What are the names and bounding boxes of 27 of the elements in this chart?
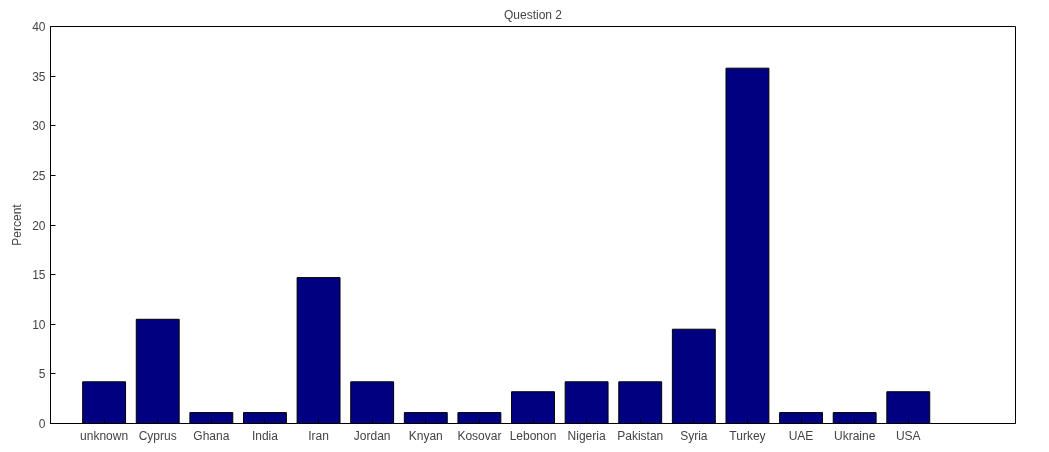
- y-tick-label: 35: [32, 69, 46, 84]
- chart-title: Question 2: [503, 7, 563, 22]
- x-tick-label: Ukraine: [833, 428, 876, 443]
- y-tick-label: 0: [38, 417, 46, 431]
- y-tick-label: 40: [32, 20, 46, 34]
- x-tick-label: Cyprus: [138, 428, 177, 443]
- y-axis-title: Percent: [10, 203, 25, 246]
- y-tick-label: 20: [32, 218, 46, 233]
- y-tick-label: 30: [32, 119, 46, 134]
- x-tick-label: Pakistan: [617, 428, 664, 443]
- x-tick-label: Ghana: [193, 428, 230, 443]
- y-tick-label: 15: [32, 268, 46, 283]
- x-tick-label: USA: [895, 428, 921, 443]
- x-tick-label: Kosovar: [457, 428, 502, 443]
- y-tick-label: 10: [32, 317, 46, 332]
- x-tick-label: Jordan: [353, 428, 391, 443]
- y-tick-label: 25: [32, 168, 46, 183]
- x-tick-label: Knyan: [408, 428, 443, 443]
- x-tick-label: Lebonon: [509, 428, 557, 443]
- x-tick-label: Turkey: [729, 428, 766, 443]
- x-tick-label: Nigeria: [567, 428, 606, 443]
- y-tick-label: 5: [38, 367, 46, 382]
- x-tick-label: India: [251, 428, 279, 443]
- x-tick-label: UAE: [788, 428, 814, 443]
- x-tick-label: Iran: [308, 428, 329, 443]
- x-tick-label: unknown: [80, 428, 129, 443]
- x-tick-label: Syria: [680, 428, 708, 443]
